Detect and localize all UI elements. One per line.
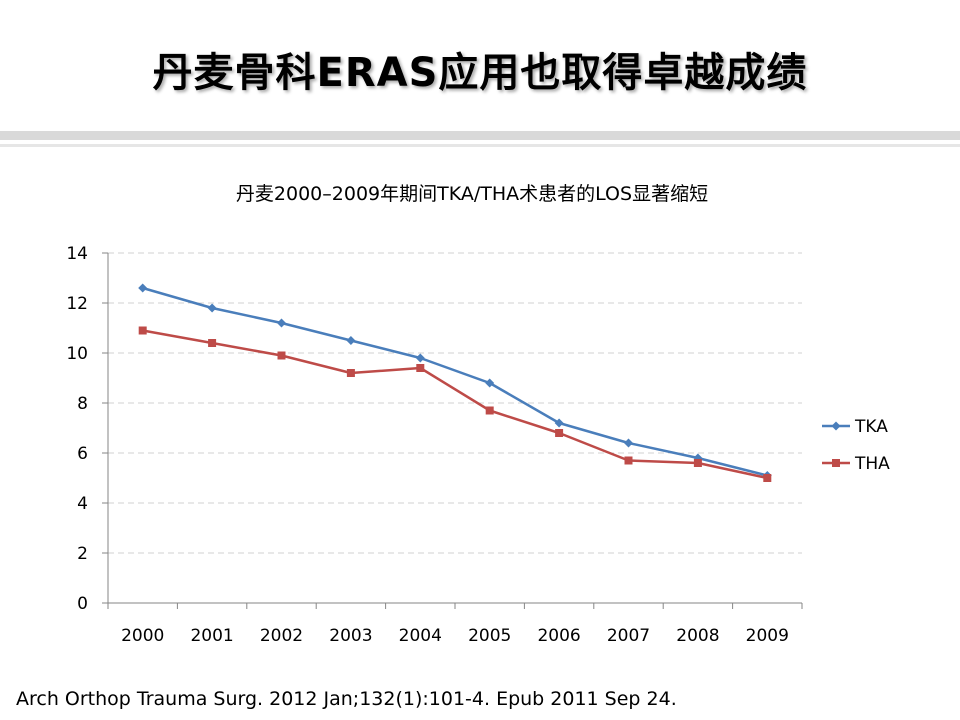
data-point-tha bbox=[555, 429, 564, 437]
data-point-tka bbox=[554, 418, 564, 428]
data-point-tha bbox=[346, 369, 355, 377]
y-tick-label: 8 bbox=[77, 394, 88, 414]
x-tick-label: 2001 bbox=[190, 626, 233, 646]
title-divider-bar bbox=[0, 131, 960, 140]
x-tick-label: 2009 bbox=[746, 626, 789, 646]
data-point-tha bbox=[693, 459, 702, 467]
series-line-tka bbox=[142, 286, 768, 477]
x-tick-label: 2008 bbox=[676, 626, 719, 646]
citation: Arch Orthop Trauma Surg. 2012 Jan;132(1)… bbox=[16, 688, 677, 710]
y-tick-label: 6 bbox=[77, 444, 88, 464]
data-point-tha bbox=[208, 339, 217, 347]
data-point-tka bbox=[415, 353, 425, 363]
x-tick-label: 2006 bbox=[537, 626, 580, 646]
y-tick-label: 0 bbox=[77, 594, 88, 614]
y-tick-label: 2 bbox=[77, 544, 88, 564]
data-point-tha bbox=[277, 351, 286, 360]
data-point-tha bbox=[763, 474, 772, 482]
x-tick-label: 2002 bbox=[260, 626, 303, 646]
x-tick-label: 2004 bbox=[399, 626, 442, 646]
y-tick-label: 4 bbox=[77, 494, 88, 514]
gridlines bbox=[108, 252, 802, 554]
data-point-tha bbox=[138, 326, 147, 335]
data-series bbox=[138, 283, 772, 482]
data-point-tka bbox=[277, 318, 286, 328]
y-tick-label: 10 bbox=[66, 344, 88, 364]
legend-label-tha: THA bbox=[854, 454, 890, 474]
legend: TKA THA bbox=[822, 417, 890, 474]
axes: 0 2 4 6 8 10 12 14 2000 2001 2002 2003 2004 2005 2006 2… bbox=[66, 244, 803, 646]
x-tick-label: 2007 bbox=[607, 626, 650, 646]
data-point-tha bbox=[416, 364, 425, 372]
series-line-tha bbox=[142, 329, 768, 480]
x-tick-label: 2005 bbox=[468, 626, 511, 646]
y-tick-label: 14 bbox=[66, 244, 88, 264]
slide-title: 丹麦骨科ERAS应用也取得卓越成绩 bbox=[152, 50, 808, 96]
chart-title: 丹麦2000–2009年期间TKA/THA术患者的LOS显著缩短 bbox=[236, 183, 708, 205]
x-tick-label: 2000 bbox=[121, 626, 164, 646]
data-point-tka bbox=[485, 378, 495, 388]
data-point-tka bbox=[346, 336, 356, 345]
data-point-tka bbox=[207, 303, 217, 313]
data-point-tha bbox=[624, 456, 633, 465]
data-point-tha bbox=[485, 406, 494, 415]
title-divider-line bbox=[0, 144, 960, 147]
legend-marker-tka bbox=[831, 421, 841, 431]
legend-label-tka: TKA bbox=[854, 417, 888, 437]
los-line-chart: 丹麦2000–2009年期间TKA/THA术患者的LOS显著缩短 0 2 4 6 8 10… bbox=[66, 183, 890, 646]
data-point-tka bbox=[138, 283, 148, 293]
y-tick-label: 12 bbox=[66, 294, 88, 314]
legend-marker-tha bbox=[832, 459, 840, 467]
data-point-tka bbox=[624, 438, 633, 448]
x-tick-label: 2003 bbox=[329, 626, 372, 646]
